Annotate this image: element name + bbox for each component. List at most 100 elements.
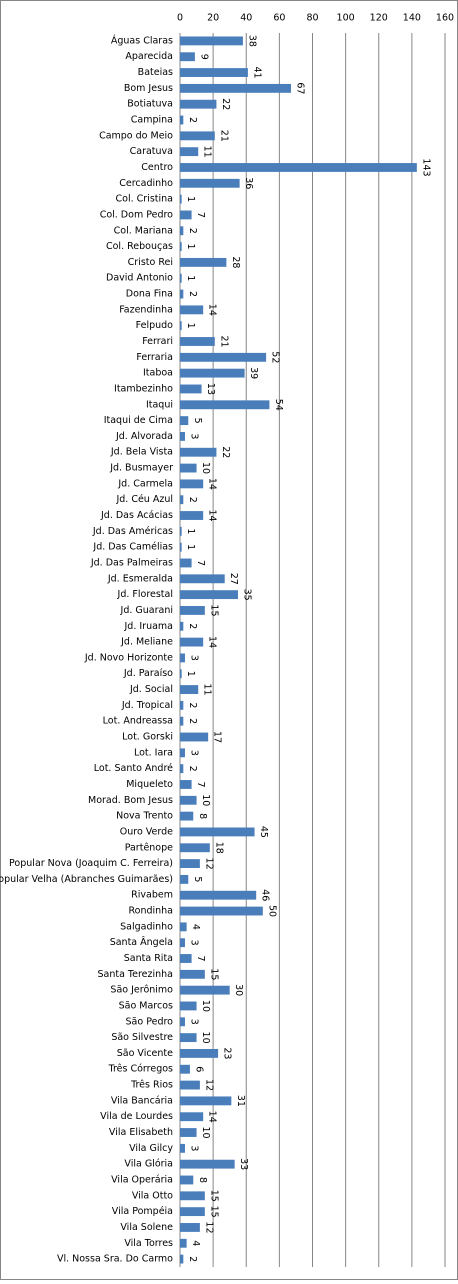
- data-label: 14: [207, 1111, 218, 1123]
- bar: [180, 400, 270, 410]
- y-tick-label: Vila Elisabeth: [109, 1127, 173, 1138]
- bar: [180, 273, 182, 283]
- y-tick-label: Jd. Das Acácias: [100, 510, 173, 521]
- bar: [180, 590, 238, 600]
- y-tick-label: Morad. Bom Jesus: [88, 795, 173, 806]
- data-label: 15: [208, 1206, 219, 1218]
- y-tick-label: Col. Mariana: [114, 225, 173, 236]
- y-tick-label: Jd. Bela Vista: [110, 447, 173, 458]
- y-tick-label: Jd. Carmela: [117, 478, 173, 489]
- y-tick-label: Jd. Paraíso: [123, 668, 173, 679]
- y-tick-label: Jd. Guarani: [120, 605, 173, 616]
- bar: [180, 542, 182, 552]
- y-tick-label: Jd. Das Camélias: [92, 542, 173, 553]
- data-label: 1: [185, 323, 196, 329]
- bar: [180, 748, 185, 758]
- data-label: 7: [195, 212, 206, 218]
- data-label: 8: [197, 813, 208, 819]
- data-label: 3: [188, 1019, 199, 1025]
- y-tick-label: Jd. Alvorada: [115, 431, 173, 442]
- data-label: 10: [200, 794, 211, 806]
- bar: [180, 289, 184, 299]
- data-label: 15: [208, 604, 219, 616]
- bar: [180, 1064, 190, 1074]
- y-tick-label: Jd. Das Palmeiras: [90, 557, 173, 568]
- y-tick-label: Campo do Meio: [99, 130, 173, 141]
- y-tick-label: Rivabem: [131, 890, 173, 901]
- data-label: 143: [420, 158, 431, 176]
- data-label: 5: [192, 876, 203, 882]
- y-tick-label: Vila Bancária: [111, 1095, 173, 1106]
- y-tick-label: Salgadinho: [120, 921, 173, 932]
- data-label: 7: [195, 560, 206, 566]
- bar: [180, 511, 204, 520]
- bar: [180, 700, 184, 710]
- y-tick-label: Centro: [141, 162, 173, 173]
- x-tick-label: 120: [370, 13, 388, 24]
- data-label: 28: [230, 256, 241, 268]
- bar: [180, 653, 185, 663]
- y-tick-label: São Marcos: [119, 1000, 173, 1011]
- y-tick-label: Ferrari: [142, 336, 173, 347]
- bar: [180, 859, 200, 869]
- bar: [180, 780, 192, 789]
- y-tick-label: Aparecida: [125, 51, 173, 62]
- data-label: 12: [203, 858, 214, 870]
- y-tick-label: Felpudo: [136, 320, 174, 331]
- data-label: 10: [200, 1032, 211, 1044]
- bar: [180, 526, 182, 536]
- data-label: 41: [251, 67, 262, 79]
- data-label: 2: [187, 497, 198, 503]
- bar: [180, 890, 257, 900]
- bar: [180, 52, 195, 62]
- bar: [180, 1096, 232, 1106]
- bar: [180, 1175, 194, 1185]
- data-label: 7: [195, 955, 206, 961]
- bar: [180, 147, 199, 157]
- data-label: 33: [238, 1158, 249, 1170]
- data-label: 12: [203, 1221, 214, 1233]
- bar: [180, 764, 184, 774]
- bar: [180, 938, 185, 948]
- y-tick-label: Vila Solene: [120, 1222, 173, 1233]
- y-tick-label: Jd. Das Américas: [92, 526, 173, 537]
- data-label: 11: [202, 684, 213, 696]
- bar: [180, 716, 184, 726]
- y-tick-label: Lot. Santo André: [94, 763, 173, 774]
- bar: [180, 1159, 235, 1169]
- data-label: 14: [207, 478, 218, 490]
- bar: [180, 906, 263, 916]
- data-label: 30: [233, 984, 244, 996]
- data-label: 2: [187, 718, 198, 724]
- bar: [180, 352, 267, 362]
- bar: [180, 795, 197, 805]
- bar: [180, 1143, 185, 1153]
- x-tick-label: 80: [306, 13, 318, 24]
- bar: [180, 922, 187, 932]
- bar: [180, 479, 204, 489]
- data-label: 1: [185, 275, 196, 281]
- data-label: 22: [220, 446, 231, 458]
- y-tick-label: São Pedro: [126, 1016, 174, 1027]
- data-label: 6: [193, 1066, 204, 1072]
- bar: [180, 495, 184, 505]
- y-tick-label: Bateias: [138, 67, 173, 78]
- y-tick-label: Santa Ângela: [110, 936, 173, 948]
- data-label: 10: [200, 1126, 211, 1138]
- bar: [180, 337, 215, 346]
- y-tick-label: Jd. Iruama: [124, 621, 174, 632]
- data-label: 2: [187, 702, 198, 708]
- y-tick-label: Vila Pompéia: [112, 1206, 173, 1217]
- bar: [180, 447, 217, 457]
- data-label: 54: [273, 399, 284, 411]
- y-tick-label: Jd. Social: [129, 684, 173, 695]
- bar: [180, 669, 182, 679]
- y-tick-label: Col. Cristina: [116, 194, 173, 205]
- y-tick-label: Partênope: [125, 842, 173, 853]
- bar: [180, 83, 291, 93]
- bar: [180, 257, 227, 267]
- data-label: 5: [192, 418, 203, 424]
- bar: [180, 68, 248, 77]
